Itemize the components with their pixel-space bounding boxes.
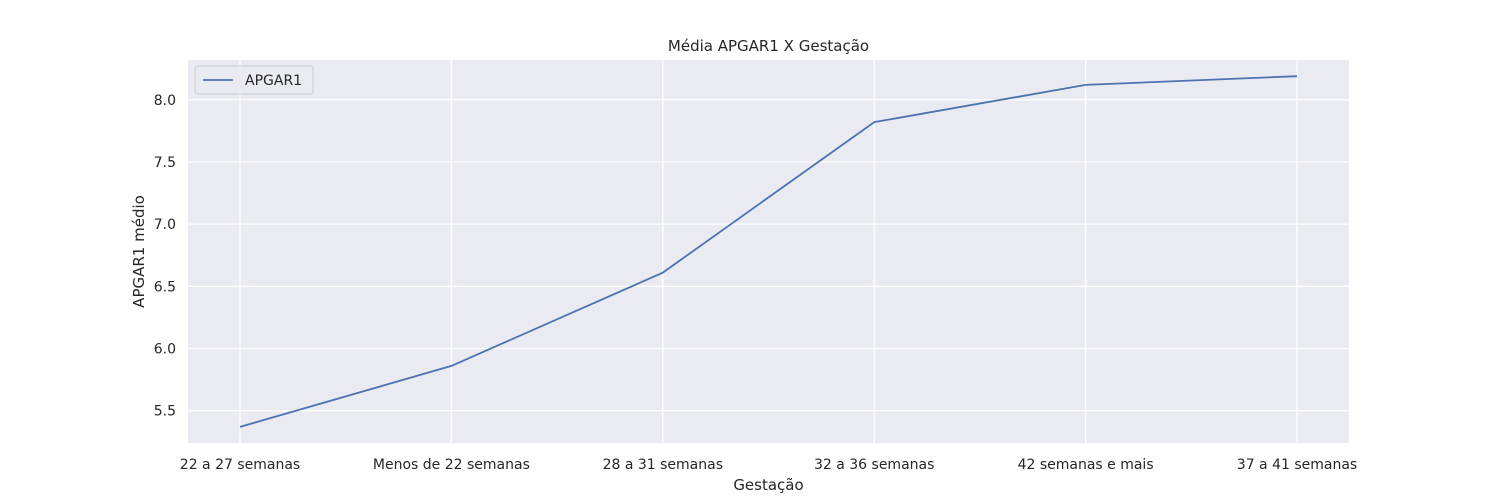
x-axis: 22 a 27 semanas Menos de 22 semanas 28 a 3…: [180, 457, 1357, 473]
y-tick-label: 8.0: [154, 93, 176, 109]
grid: [188, 60, 1349, 443]
x-tick-label: 32 a 36 semanas: [814, 457, 934, 473]
plot-area: [188, 60, 1349, 443]
chart-title: Média APGAR1 X Gestação: [668, 37, 869, 55]
y-axis-label: APGAR1 médio: [130, 195, 148, 308]
x-tick-label: 37 a 41 semanas: [1237, 457, 1357, 473]
x-tick-label: 28 a 31 semanas: [603, 457, 723, 473]
x-tick-label: 22 a 27 semanas: [180, 457, 300, 473]
x-tick-label: Menos de 22 semanas: [373, 457, 530, 473]
legend-entry: APGAR1: [245, 73, 302, 89]
y-tick-label: 5.5: [154, 404, 176, 420]
y-tick-label: 7.5: [154, 155, 176, 171]
series-line: [239, 75, 1298, 428]
legend-box: [194, 65, 314, 95]
legend: APGAR1: [194, 65, 314, 95]
x-tick-label: 42 semanas e mais: [1018, 457, 1154, 473]
series-layer: [239, 75, 1298, 428]
y-tick-label: 6.0: [154, 341, 176, 357]
y-tick-label: 7.0: [154, 217, 176, 233]
y-axis: 5.5 6.0 6.5 7.0 7.5 8.0: [154, 93, 176, 420]
x-axis-label: Gestação: [733, 476, 803, 494]
y-tick-label: 6.5: [154, 279, 176, 295]
